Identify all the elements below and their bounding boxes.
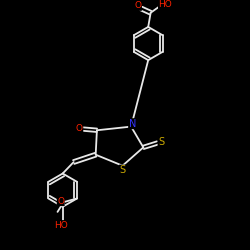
Text: S: S xyxy=(120,165,126,175)
Text: O: O xyxy=(57,197,64,206)
Text: N: N xyxy=(129,119,136,129)
Text: O: O xyxy=(76,124,83,133)
Text: HO: HO xyxy=(158,0,172,9)
Text: S: S xyxy=(158,137,164,147)
Text: O: O xyxy=(134,2,141,11)
Text: HO: HO xyxy=(54,220,68,230)
